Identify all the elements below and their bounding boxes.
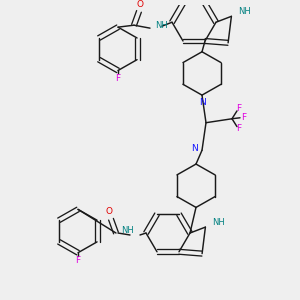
Text: N: N [190, 144, 197, 153]
Text: F: F [236, 124, 242, 133]
Text: NH: NH [212, 218, 225, 227]
Text: F: F [75, 256, 81, 265]
Text: F: F [116, 74, 121, 83]
Text: NH: NH [121, 226, 134, 235]
Text: O: O [106, 207, 112, 216]
Text: F: F [236, 104, 242, 113]
Text: F: F [242, 113, 247, 122]
Text: NH: NH [155, 21, 168, 30]
Text: O: O [136, 0, 143, 9]
Text: NH: NH [238, 7, 251, 16]
Text: N: N [199, 98, 206, 107]
